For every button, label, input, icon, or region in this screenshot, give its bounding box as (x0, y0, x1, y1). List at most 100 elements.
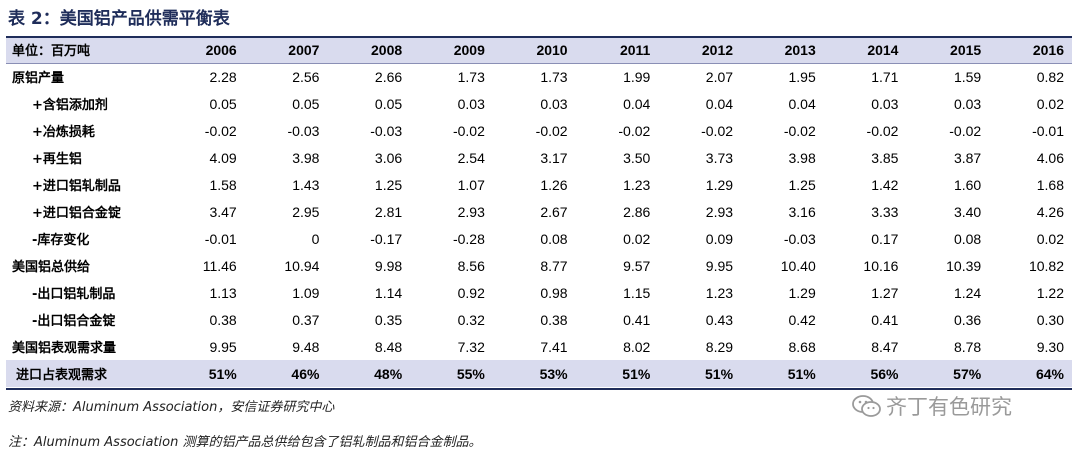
table-cell: -0.02 (618, 122, 651, 139)
table-cell: 1.59 (953, 68, 982, 85)
year-header: 2010 (536, 41, 568, 58)
table-cell: 1.68 (1036, 176, 1064, 193)
table-cell: 10.94 (284, 257, 320, 274)
table-cell: 2.07 (705, 68, 734, 85)
table-cell: 8.78 (953, 338, 982, 355)
table-cell: 46% (291, 365, 320, 382)
table-cell: 7.32 (457, 338, 485, 355)
table-row: +再生铝 4.09 3.98 3.06 2.54 3.17 3.50 3.73 3.98 3.85… (6, 144, 1072, 171)
row-label: +进口铝轧制品 (32, 179, 121, 194)
table-row: +冶炼损耗 -0.02 -0.03 -0.03 -0.02 -0.02 -0.02 -0.02… (6, 117, 1072, 144)
table-cell: 0.37 (292, 311, 320, 328)
table-cell: 1.15 (623, 284, 651, 301)
table-cell: 9.98 (374, 257, 403, 274)
table-cell: 1.60 (953, 176, 982, 193)
table-cell: -0.03 (370, 122, 403, 139)
top-rule (6, 36, 1072, 38)
table-cell: 9.30 (1036, 338, 1064, 355)
table-cell: 1.14 (374, 284, 403, 301)
table-cell: 56% (870, 365, 899, 382)
table-cell: 0.03 (457, 95, 485, 112)
table-cell: 10.40 (780, 257, 816, 274)
table-cell: 7.41 (540, 338, 568, 355)
table-cell: 0.42 (788, 311, 816, 328)
table-cell: -0.28 (452, 230, 485, 247)
table-row: +进口铝轧制品 1.58 1.43 1.25 1.07 1.26 1.23 1.29 1.25 1… (6, 171, 1072, 198)
year-header: 2013 (784, 41, 816, 58)
table-cell: 51% (787, 365, 816, 382)
table-cell: 0.05 (374, 95, 403, 112)
year-header: 2014 (867, 41, 899, 58)
watermark: 齐丁有色研究 (852, 392, 1012, 420)
table-cell: 0.04 (623, 95, 651, 112)
table-cell: 1.23 (705, 284, 734, 301)
bottom-rule (6, 388, 1072, 390)
table-cell: 57% (953, 365, 982, 382)
table-cell: -0.03 (783, 230, 816, 247)
table-cell: -0.01 (204, 230, 237, 247)
table-cell: 0.05 (292, 95, 320, 112)
table-cell: 2.67 (540, 203, 568, 220)
table-cell: 0.02 (1036, 230, 1064, 247)
table-cell: 1.71 (871, 68, 899, 85)
table-cell: 2.28 (209, 68, 237, 85)
table-cell: 0.36 (953, 311, 982, 328)
table-cell: 10.39 (946, 257, 982, 274)
table-cell: 3.06 (374, 149, 403, 166)
table-cell: 0.02 (623, 230, 651, 247)
table-cell: 0.17 (871, 230, 899, 247)
table-cell: 51% (705, 365, 734, 382)
table-cell: 3.40 (953, 203, 982, 220)
year-header: 2008 (371, 41, 403, 58)
row-label: -出口铝轧制品 (32, 287, 116, 302)
table-cell: 3.47 (209, 203, 237, 220)
table-cell: -0.02 (204, 122, 237, 139)
year-header: 2006 (205, 41, 237, 58)
table-cell: 0.98 (540, 284, 568, 301)
table-cell: 2.66 (374, 68, 403, 85)
table-cell: 3.17 (540, 149, 568, 166)
table-cell: -0.17 (370, 230, 403, 247)
table-row: 原铝产量 2.28 2.56 2.66 1.73 1.73 1.99 2.07 1.95 1.71… (6, 63, 1072, 90)
table-cell: 2.86 (623, 203, 651, 220)
table-cell: -0.02 (866, 122, 899, 139)
year-header: 2015 (950, 41, 982, 58)
table-row: 美国铝表观需求量 9.95 9.48 8.48 7.32 7.41 8.02 8.29 8.68… (6, 333, 1072, 360)
row-label: +再生铝 (32, 152, 82, 167)
table-cell: 1.23 (623, 176, 651, 193)
year-header: 2011 (619, 41, 651, 58)
table-cell: 1.73 (540, 68, 568, 85)
supply-demand-table: 单位：百万吨 2006 2007 2008 2009 2010 2011 2012 2013 2… (6, 36, 1072, 387)
table-cell: 1.58 (209, 176, 237, 193)
table-cell: 0.04 (705, 95, 734, 112)
table-title: 表 2：美国铝产品供需平衡表 (8, 9, 230, 29)
table-row: +进口铝合金锭 3.47 2.95 2.81 2.93 2.67 2.86 2.93 3.16 3… (6, 198, 1072, 225)
table-cell: 1.24 (953, 284, 982, 301)
table-cell: 51% (622, 365, 651, 382)
table-cell: 2.81 (374, 203, 403, 220)
row-label: 美国铝表观需求量 (12, 341, 117, 356)
table-cell: 1.07 (457, 176, 485, 193)
table-cell: 51% (208, 365, 237, 382)
table-cell: 8.56 (457, 257, 485, 274)
unit-label: 单位：百万吨 (12, 43, 91, 58)
table-cell: -0.03 (287, 122, 320, 139)
row-label: +进口铝合金锭 (32, 206, 121, 221)
table-cell: 1.29 (705, 176, 734, 193)
year-header: 2012 (701, 41, 734, 58)
table-row: -出口铝合金锭 0.38 0.37 0.35 0.32 0.38 0.41 0.43 0.42 0… (6, 306, 1072, 333)
table-cell: 48% (374, 365, 403, 382)
table-cell: -0.02 (701, 122, 734, 139)
table-cell: 3.98 (788, 149, 816, 166)
table-cell: 2.54 (457, 149, 485, 166)
table-cell: 0.02 (1036, 95, 1064, 112)
table-cell: 53% (539, 365, 568, 382)
table-cell: 1.29 (788, 284, 816, 301)
table-cell: 1.27 (871, 284, 899, 301)
table-cell: -0.02 (452, 122, 485, 139)
table-cell: 3.85 (871, 149, 899, 166)
footnote: 注：Aluminum Association 测算的铝产品总供给包含了铝轧制品和… (8, 435, 482, 450)
table-cell: 0.38 (540, 311, 568, 328)
table-cell: 0.09 (705, 230, 734, 247)
table-cell: 55% (456, 365, 485, 382)
